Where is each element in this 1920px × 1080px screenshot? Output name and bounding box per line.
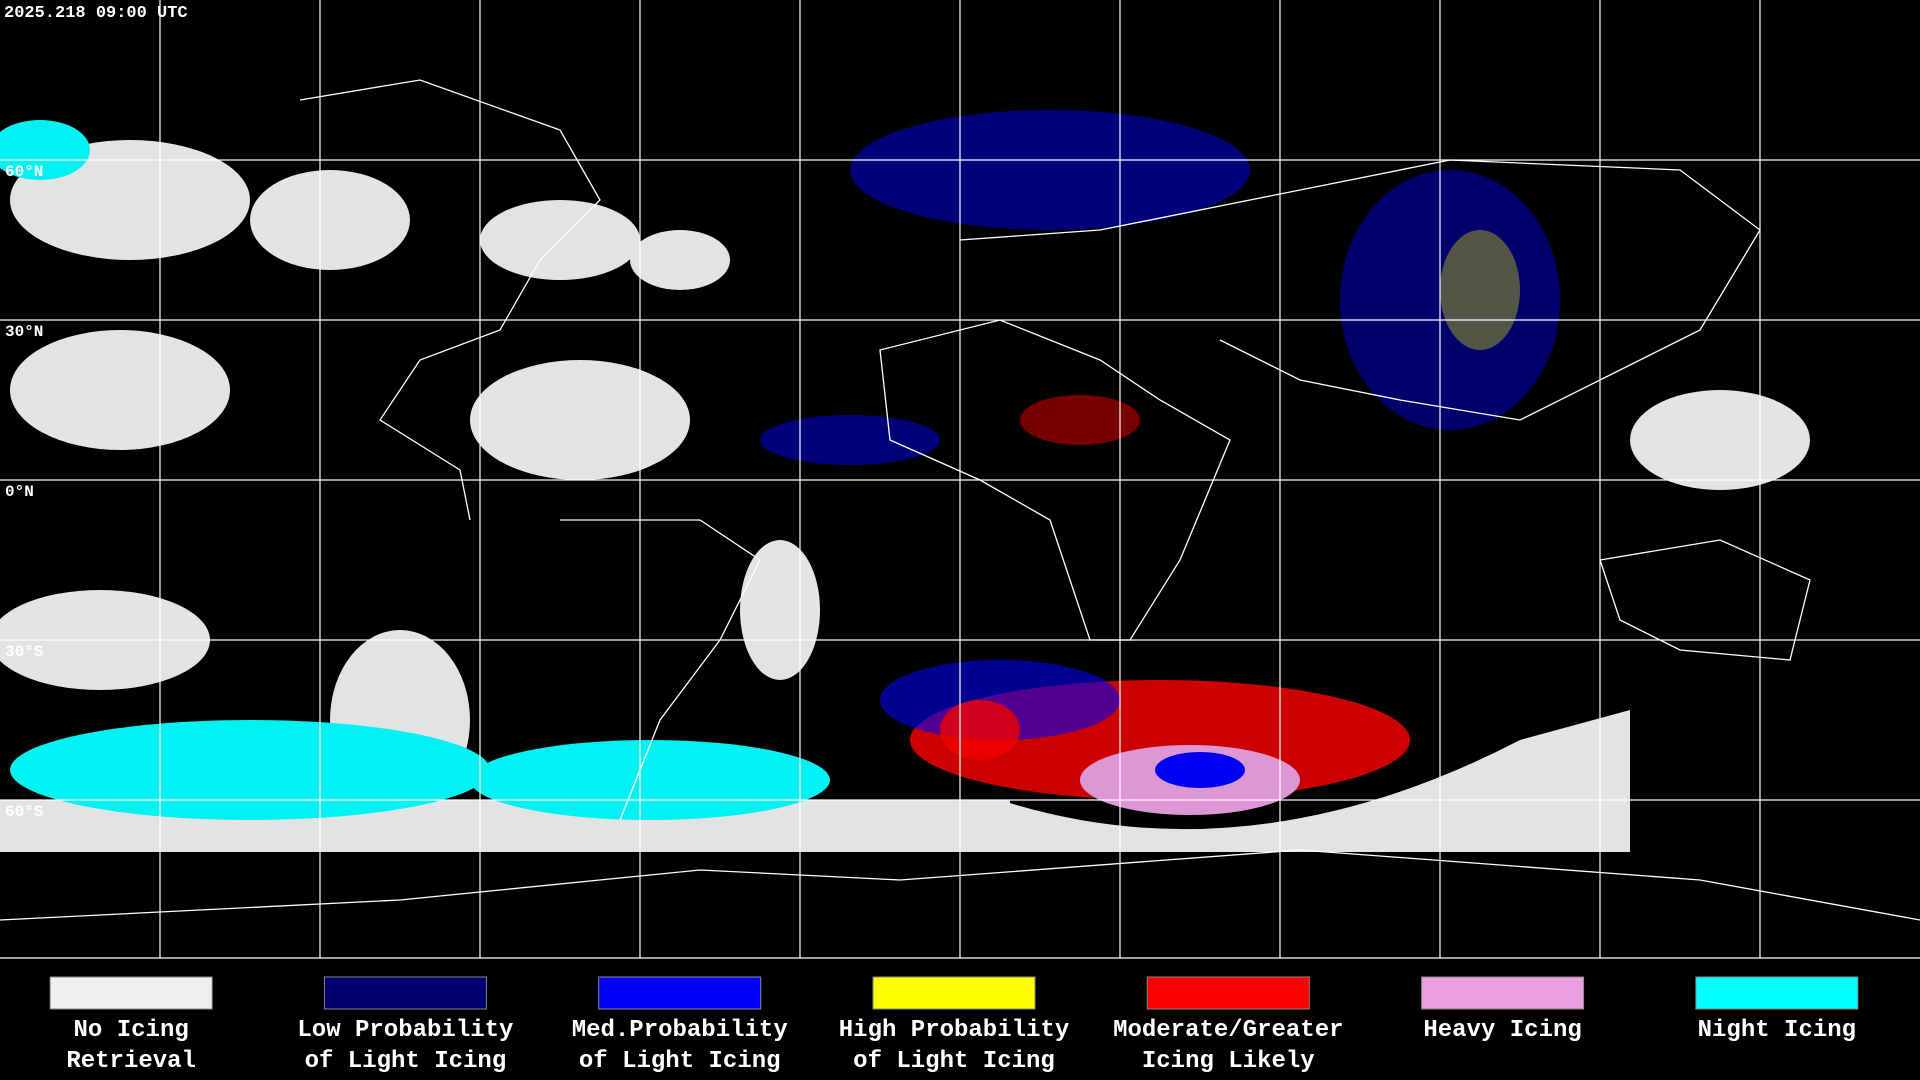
lat-label: 60°S xyxy=(5,803,44,821)
coastline xyxy=(299,79,601,521)
coastline xyxy=(879,319,1231,641)
legend-label: Icing Likely xyxy=(1142,1048,1315,1075)
cloud xyxy=(470,360,690,480)
icing-area xyxy=(1020,395,1140,445)
icing-area xyxy=(1155,752,1245,788)
legend-label: Night Icing xyxy=(1698,1017,1856,1044)
icing-area xyxy=(1440,230,1520,350)
legend-swatch xyxy=(323,976,487,1010)
coastline xyxy=(0,849,1920,921)
legend-label: Moderate/Greater xyxy=(1113,1017,1343,1044)
icing-area xyxy=(940,700,1020,760)
timestamp: 2025.218 09:00 UTC xyxy=(4,4,188,23)
icing-area xyxy=(760,415,940,465)
legend-swatch xyxy=(49,976,213,1010)
cloud xyxy=(10,720,490,820)
legend-label: of Light Icing xyxy=(305,1048,507,1075)
lat-label: 30°N xyxy=(5,323,43,341)
cloud xyxy=(1630,390,1810,490)
legend-swatch xyxy=(1695,976,1859,1010)
legend-swatch xyxy=(1421,976,1585,1010)
lat-labels: 60°N 30°N 0°N 30°S 60°S xyxy=(5,163,44,821)
cloud xyxy=(740,540,820,680)
legend-label: Low Probability xyxy=(297,1017,513,1044)
cloud xyxy=(0,120,90,180)
cloud-imagery xyxy=(0,110,1810,852)
legend-swatch xyxy=(1146,976,1310,1010)
legend-label: of Light Icing xyxy=(853,1048,1055,1075)
legend-label: Heavy Icing xyxy=(1423,1017,1581,1044)
coastlines xyxy=(0,79,1920,921)
legend-label: High Probability xyxy=(839,1017,1069,1044)
cloud xyxy=(10,330,230,450)
legend-label: Retrieval xyxy=(66,1048,196,1075)
lat-label: 0°N xyxy=(5,483,34,501)
coastline xyxy=(959,159,1761,421)
legend-label: of Light Icing xyxy=(579,1048,781,1075)
graticule xyxy=(0,0,1920,959)
legend-label: No Icing xyxy=(74,1017,189,1044)
lat-label: 30°S xyxy=(5,643,44,661)
cloud xyxy=(630,230,730,290)
cloud xyxy=(1000,710,1630,852)
icing-area xyxy=(1340,170,1560,430)
cloud xyxy=(250,170,410,270)
legend-label: Med.Probability xyxy=(572,1017,788,1044)
coastline xyxy=(560,519,761,821)
legend-swatch xyxy=(872,976,1036,1010)
coastline xyxy=(1599,539,1811,661)
legend: No Icing Retrieval Low Probability of Light… xyxy=(49,976,1859,1075)
icing-area xyxy=(880,660,1120,740)
icing-area xyxy=(850,110,1250,230)
legend-swatch xyxy=(598,976,762,1010)
cloud xyxy=(470,740,830,820)
lat-label: 60°N xyxy=(5,163,43,181)
